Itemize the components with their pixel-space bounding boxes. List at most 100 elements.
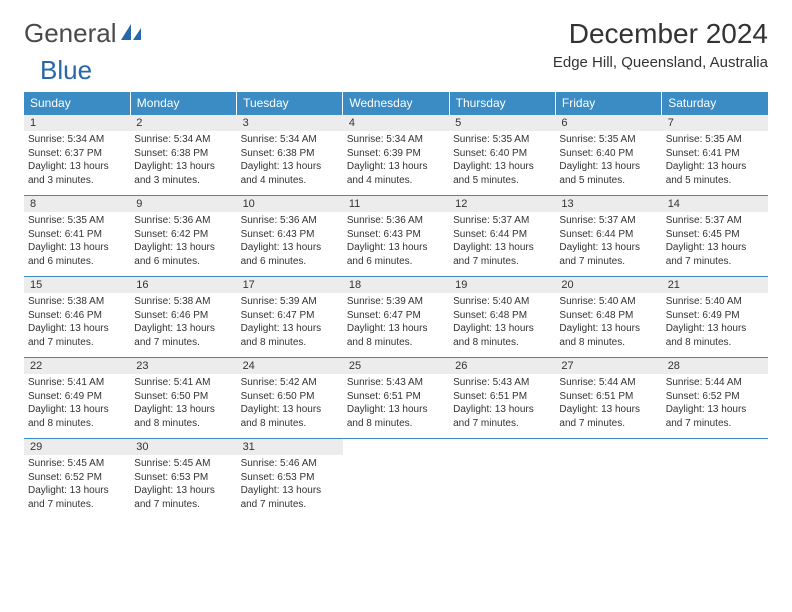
day-details: Sunrise: 5:43 AMSunset: 6:51 PMDaylight:… [449,374,555,438]
day-number: 5 [449,115,555,131]
calendar-day-cell: 29Sunrise: 5:45 AMSunset: 6:52 PMDayligh… [24,439,130,520]
day-number: 12 [449,196,555,212]
day-details: Sunrise: 5:38 AMSunset: 6:46 PMDaylight:… [130,293,236,357]
day-details: Sunrise: 5:44 AMSunset: 6:51 PMDaylight:… [555,374,661,438]
calendar-day-cell: 6Sunrise: 5:35 AMSunset: 6:40 PMDaylight… [555,115,661,196]
day-number: 8 [24,196,130,212]
day-details: Sunrise: 5:34 AMSunset: 6:38 PMDaylight:… [130,131,236,195]
day-details: Sunrise: 5:39 AMSunset: 6:47 PMDaylight:… [237,293,343,357]
calendar-day-cell: 18Sunrise: 5:39 AMSunset: 6:47 PMDayligh… [343,277,449,358]
day-details: Sunrise: 5:35 AMSunset: 6:40 PMDaylight:… [555,131,661,195]
calendar-header-row: SundayMondayTuesdayWednesdayThursdayFrid… [24,92,768,115]
calendar-body: 1Sunrise: 5:34 AMSunset: 6:37 PMDaylight… [24,115,768,520]
month-title: December 2024 [553,18,768,50]
day-details: Sunrise: 5:45 AMSunset: 6:52 PMDaylight:… [24,455,130,519]
calendar-day-cell: 13Sunrise: 5:37 AMSunset: 6:44 PMDayligh… [555,196,661,277]
calendar-week-row: 1Sunrise: 5:34 AMSunset: 6:37 PMDaylight… [24,115,768,196]
calendar-day-cell: 23Sunrise: 5:41 AMSunset: 6:50 PMDayligh… [130,358,236,439]
day-details: Sunrise: 5:44 AMSunset: 6:52 PMDaylight:… [662,374,768,438]
calendar-table: SundayMondayTuesdayWednesdayThursdayFrid… [24,92,768,519]
day-details: Sunrise: 5:39 AMSunset: 6:47 PMDaylight:… [343,293,449,357]
day-number: 15 [24,277,130,293]
calendar-day-cell: 30Sunrise: 5:45 AMSunset: 6:53 PMDayligh… [130,439,236,520]
day-details: Sunrise: 5:36 AMSunset: 6:43 PMDaylight:… [237,212,343,276]
calendar-week-row: 8Sunrise: 5:35 AMSunset: 6:41 PMDaylight… [24,196,768,277]
day-details: Sunrise: 5:36 AMSunset: 6:42 PMDaylight:… [130,212,236,276]
day-number: 28 [662,358,768,374]
day-details: Sunrise: 5:35 AMSunset: 6:41 PMDaylight:… [662,131,768,195]
weekday-header: Thursday [449,92,555,115]
day-details: Sunrise: 5:41 AMSunset: 6:49 PMDaylight:… [24,374,130,438]
day-number: 20 [555,277,661,293]
day-details: Sunrise: 5:41 AMSunset: 6:50 PMDaylight:… [130,374,236,438]
day-number: 18 [343,277,449,293]
calendar-day-cell: 2Sunrise: 5:34 AMSunset: 6:38 PMDaylight… [130,115,236,196]
calendar-day-cell: 22Sunrise: 5:41 AMSunset: 6:49 PMDayligh… [24,358,130,439]
calendar-page: General December 2024 Edge Hill, Queensl… [0,0,792,537]
day-details: Sunrise: 5:34 AMSunset: 6:38 PMDaylight:… [237,131,343,195]
calendar-day-cell: 12Sunrise: 5:37 AMSunset: 6:44 PMDayligh… [449,196,555,277]
day-details: Sunrise: 5:43 AMSunset: 6:51 PMDaylight:… [343,374,449,438]
day-details: Sunrise: 5:45 AMSunset: 6:53 PMDaylight:… [130,455,236,519]
calendar-day-cell [449,439,555,520]
calendar-day-cell: 19Sunrise: 5:40 AMSunset: 6:48 PMDayligh… [449,277,555,358]
calendar-day-cell: 5Sunrise: 5:35 AMSunset: 6:40 PMDaylight… [449,115,555,196]
day-details: Sunrise: 5:37 AMSunset: 6:44 PMDaylight:… [449,212,555,276]
calendar-week-row: 15Sunrise: 5:38 AMSunset: 6:46 PMDayligh… [24,277,768,358]
day-details: Sunrise: 5:38 AMSunset: 6:46 PMDaylight:… [24,293,130,357]
calendar-week-row: 29Sunrise: 5:45 AMSunset: 6:52 PMDayligh… [24,439,768,520]
calendar-day-cell: 21Sunrise: 5:40 AMSunset: 6:49 PMDayligh… [662,277,768,358]
day-number: 26 [449,358,555,374]
weekday-header: Saturday [662,92,768,115]
day-number: 21 [662,277,768,293]
day-number: 31 [237,439,343,455]
day-number: 13 [555,196,661,212]
day-details: Sunrise: 5:36 AMSunset: 6:43 PMDaylight:… [343,212,449,276]
calendar-day-cell: 25Sunrise: 5:43 AMSunset: 6:51 PMDayligh… [343,358,449,439]
day-details: Sunrise: 5:40 AMSunset: 6:48 PMDaylight:… [449,293,555,357]
day-details: Sunrise: 5:37 AMSunset: 6:45 PMDaylight:… [662,212,768,276]
calendar-day-cell: 4Sunrise: 5:34 AMSunset: 6:39 PMDaylight… [343,115,449,196]
calendar-day-cell [555,439,661,520]
calendar-day-cell: 7Sunrise: 5:35 AMSunset: 6:41 PMDaylight… [662,115,768,196]
day-number: 14 [662,196,768,212]
calendar-day-cell [662,439,768,520]
brand-part2: Blue [40,55,92,85]
day-number: 11 [343,196,449,212]
day-details: Sunrise: 5:37 AMSunset: 6:44 PMDaylight:… [555,212,661,276]
day-details: Sunrise: 5:46 AMSunset: 6:53 PMDaylight:… [237,455,343,519]
day-number: 6 [555,115,661,131]
day-number: 2 [130,115,236,131]
day-number: 7 [662,115,768,131]
day-number: 9 [130,196,236,212]
day-number: 29 [24,439,130,455]
day-details: Sunrise: 5:40 AMSunset: 6:49 PMDaylight:… [662,293,768,357]
day-number: 19 [449,277,555,293]
calendar-week-row: 22Sunrise: 5:41 AMSunset: 6:49 PMDayligh… [24,358,768,439]
calendar-day-cell: 31Sunrise: 5:46 AMSunset: 6:53 PMDayligh… [237,439,343,520]
calendar-day-cell: 14Sunrise: 5:37 AMSunset: 6:45 PMDayligh… [662,196,768,277]
sail-icon [121,18,143,49]
calendar-day-cell: 27Sunrise: 5:44 AMSunset: 6:51 PMDayligh… [555,358,661,439]
day-number: 30 [130,439,236,455]
calendar-day-cell: 17Sunrise: 5:39 AMSunset: 6:47 PMDayligh… [237,277,343,358]
brand-part2-wrap: Blue [24,55,768,86]
day-number: 3 [237,115,343,131]
calendar-day-cell: 28Sunrise: 5:44 AMSunset: 6:52 PMDayligh… [662,358,768,439]
day-number: 1 [24,115,130,131]
calendar-day-cell: 10Sunrise: 5:36 AMSunset: 6:43 PMDayligh… [237,196,343,277]
weekday-header: Wednesday [343,92,449,115]
calendar-day-cell: 24Sunrise: 5:42 AMSunset: 6:50 PMDayligh… [237,358,343,439]
day-details: Sunrise: 5:35 AMSunset: 6:40 PMDaylight:… [449,131,555,195]
weekday-header: Monday [130,92,236,115]
day-details: Sunrise: 5:42 AMSunset: 6:50 PMDaylight:… [237,374,343,438]
day-details: Sunrise: 5:34 AMSunset: 6:39 PMDaylight:… [343,131,449,195]
day-number: 22 [24,358,130,374]
day-number: 24 [237,358,343,374]
calendar-day-cell: 15Sunrise: 5:38 AMSunset: 6:46 PMDayligh… [24,277,130,358]
weekday-header: Friday [555,92,661,115]
brand-part1: General [24,18,117,49]
weekday-header: Sunday [24,92,130,115]
calendar-day-cell: 16Sunrise: 5:38 AMSunset: 6:46 PMDayligh… [130,277,236,358]
calendar-day-cell: 26Sunrise: 5:43 AMSunset: 6:51 PMDayligh… [449,358,555,439]
